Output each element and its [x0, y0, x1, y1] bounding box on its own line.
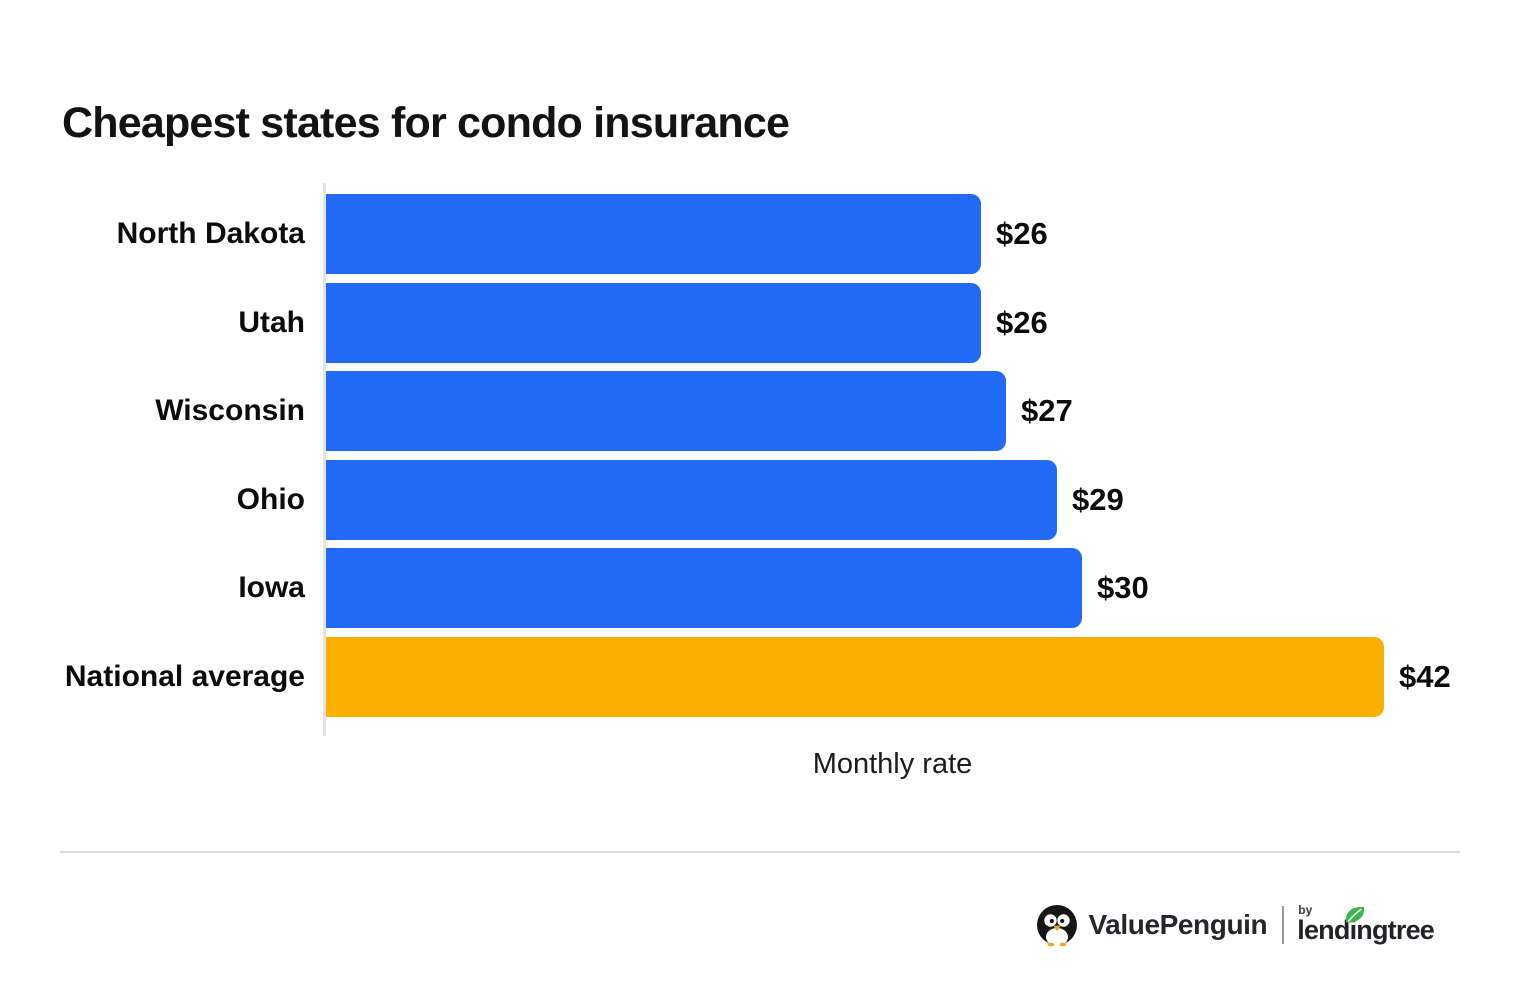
bar-wisconsin	[326, 371, 1006, 452]
category-label: North Dakota	[116, 217, 305, 250]
lendingtree-wordmark: lend ingtree	[1297, 907, 1435, 946]
by-label: by	[1298, 903, 1313, 918]
lendingtree-text-i: i	[1349, 915, 1357, 946]
bar-iowa	[326, 548, 1082, 629]
penguin-icon	[1037, 905, 1078, 947]
value-label: $42	[1399, 658, 1451, 694]
value-label: $27	[1021, 393, 1073, 429]
bar-ohio	[326, 459, 1057, 540]
chart-row: Iowa $30	[238, 548, 1451, 629]
valuepenguin-wordmark: ValuePenguin	[1088, 909, 1268, 940]
category-label: National average	[64, 659, 305, 693]
chart-row: National average $42	[65, 636, 1451, 717]
y-axis-line	[323, 183, 326, 736]
category-label: Wisconsin	[155, 394, 305, 428]
bar-national-average	[326, 636, 1384, 717]
value-label: $26	[996, 304, 1048, 340]
lendingtree-text-pre: lend	[1297, 915, 1350, 946]
x-axis-label: Monthly rate	[812, 748, 973, 780]
category-label: Ohio	[236, 482, 305, 516]
chart-row: North Dakota $26	[117, 194, 1451, 274]
brand-separator	[1282, 906, 1285, 944]
chart-row: Wisconsin $27	[155, 371, 1451, 452]
bar-utah	[326, 282, 981, 363]
leaf-icon	[1345, 907, 1364, 923]
category-label: Iowa	[238, 571, 305, 605]
chart-title: Cheapest states for condo insurance	[62, 98, 790, 147]
footer-divider	[60, 851, 1460, 853]
lendingtree-lockup: by lend ingtree	[1297, 903, 1435, 946]
bar-north-dakota	[326, 194, 981, 274]
chart-rows: North Dakota $26 Utah $26 Wisconsin $27 Ohio $2…	[65, 194, 1451, 717]
category-label: Utah	[238, 305, 305, 339]
lendingtree-text-post: ngtree	[1356, 915, 1435, 946]
chart-row: Ohio $29	[237, 459, 1451, 540]
chart-row: Utah $26	[238, 282, 1451, 363]
value-label: $29	[1072, 481, 1124, 517]
value-label: $30	[1097, 570, 1149, 606]
footer-brand-lockup: ValuePenguin by lend ingtree	[1035, 898, 1435, 952]
value-label: $26	[996, 216, 1048, 251]
